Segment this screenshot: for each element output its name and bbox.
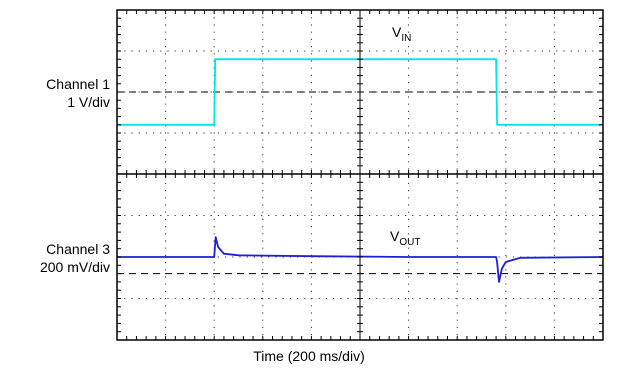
- channel-1-label: Channel 1: [46, 76, 110, 92]
- vout-trace-label: VOUT: [390, 228, 420, 248]
- x-axis-label: Time (200 ms/div): [253, 348, 365, 364]
- vin-label-sub: IN: [401, 33, 412, 44]
- vout-label-main: V: [390, 228, 400, 244]
- vin-label-main: V: [392, 24, 402, 40]
- channel-3-label: Channel 3: [46, 241, 110, 257]
- vin-trace-label: VIN: [392, 24, 411, 44]
- channel-3-scale-label: 200 mV/div: [39, 259, 110, 275]
- channel-1-scale-label: 1 V/div: [67, 94, 110, 110]
- channel-3-trace: [117, 236, 604, 283]
- axis-ticks: [116, 9, 604, 341]
- vout-label-sub: OUT: [399, 237, 421, 248]
- traces: [117, 58, 604, 283]
- channel-1-trace: [117, 58, 603, 126]
